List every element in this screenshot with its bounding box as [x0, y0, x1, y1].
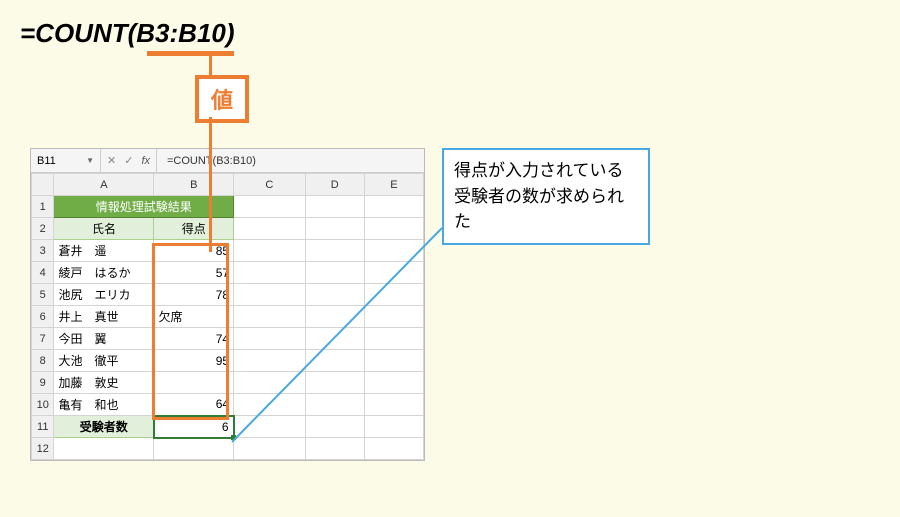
- row-header[interactable]: 2: [32, 218, 54, 240]
- cell-score[interactable]: 78: [154, 284, 234, 306]
- formula-bar-row: B11 ▼ ✕ ✓ fx =COUNT(B3:B10): [31, 149, 424, 173]
- cell[interactable]: [364, 306, 423, 328]
- cell-score[interactable]: 欠席: [154, 306, 234, 328]
- row-header[interactable]: 11: [32, 416, 54, 438]
- cell[interactable]: [305, 284, 364, 306]
- cell[interactable]: [234, 306, 305, 328]
- cell[interactable]: [364, 416, 423, 438]
- formula-bar-icons: ✕ ✓ fx: [101, 149, 157, 172]
- col-label-name[interactable]: 氏名: [54, 218, 154, 240]
- cell[interactable]: [364, 284, 423, 306]
- row-header[interactable]: 4: [32, 262, 54, 284]
- cell[interactable]: [305, 240, 364, 262]
- connector-line-top: [209, 55, 212, 76]
- name-box[interactable]: B11 ▼: [31, 149, 101, 172]
- cell-score[interactable]: 85: [154, 240, 234, 262]
- cell[interactable]: [305, 416, 364, 438]
- cell[interactable]: [234, 262, 305, 284]
- cell[interactable]: [305, 438, 364, 460]
- cell-name[interactable]: 綾戸 はるか: [54, 262, 154, 284]
- cell-score[interactable]: 64: [154, 394, 234, 416]
- col-header-a[interactable]: A: [54, 174, 154, 196]
- cell[interactable]: [234, 416, 305, 438]
- cell[interactable]: [364, 438, 423, 460]
- col-header-e[interactable]: E: [364, 174, 423, 196]
- cell[interactable]: [305, 218, 364, 240]
- fx-icon[interactable]: fx: [141, 155, 150, 167]
- cell[interactable]: [305, 350, 364, 372]
- row-header[interactable]: 1: [32, 196, 54, 218]
- row-header[interactable]: 7: [32, 328, 54, 350]
- row-header[interactable]: 9: [32, 372, 54, 394]
- formula-title: =COUNT(B3:B10): [20, 18, 235, 49]
- cell[interactable]: [364, 350, 423, 372]
- cell[interactable]: [305, 372, 364, 394]
- table-title[interactable]: 情報処理試験結果: [54, 196, 234, 218]
- name-box-value: B11: [37, 155, 56, 167]
- explanation-callout: 得点が入力されている受験者の数が求められた: [442, 148, 650, 245]
- col-label-score[interactable]: 得点: [154, 218, 234, 240]
- cell[interactable]: [364, 196, 423, 218]
- formula-bar-input[interactable]: =COUNT(B3:B10): [157, 155, 424, 167]
- row-header[interactable]: 12: [32, 438, 54, 460]
- col-header-c[interactable]: C: [234, 174, 305, 196]
- cell[interactable]: [54, 438, 154, 460]
- col-header-b[interactable]: B: [154, 174, 234, 196]
- cell-score[interactable]: [154, 372, 234, 394]
- cell[interactable]: [364, 262, 423, 284]
- row-header[interactable]: 3: [32, 240, 54, 262]
- cell[interactable]: [234, 218, 305, 240]
- cell-score[interactable]: 57: [154, 262, 234, 284]
- col-header-d[interactable]: D: [305, 174, 364, 196]
- cell[interactable]: [364, 218, 423, 240]
- cell[interactable]: [305, 196, 364, 218]
- cell-name[interactable]: 亀有 和也: [54, 394, 154, 416]
- cell[interactable]: [234, 284, 305, 306]
- cell-name[interactable]: 蒼井 遥: [54, 240, 154, 262]
- excel-window: B11 ▼ ✕ ✓ fx =COUNT(B3:B10) A B C D E 1 …: [30, 148, 425, 461]
- cell[interactable]: [234, 438, 305, 460]
- connector-line-bottom: [209, 117, 212, 252]
- cell-name[interactable]: 井上 真世: [54, 306, 154, 328]
- cell[interactable]: [234, 394, 305, 416]
- cell[interactable]: [305, 328, 364, 350]
- cell-name[interactable]: 加藤 敦史: [54, 372, 154, 394]
- cell[interactable]: [364, 240, 423, 262]
- cell[interactable]: [305, 306, 364, 328]
- name-box-dropdown-icon[interactable]: ▼: [86, 156, 94, 165]
- cell[interactable]: [234, 328, 305, 350]
- cell-name[interactable]: 大池 徹平: [54, 350, 154, 372]
- cell[interactable]: [234, 240, 305, 262]
- result-label[interactable]: 受験者数: [54, 416, 154, 438]
- row-header[interactable]: 6: [32, 306, 54, 328]
- cell[interactable]: [305, 262, 364, 284]
- cell[interactable]: [234, 372, 305, 394]
- row-header[interactable]: 8: [32, 350, 54, 372]
- cell-name[interactable]: 今田 翼: [54, 328, 154, 350]
- cell[interactable]: [364, 372, 423, 394]
- cell[interactable]: [305, 394, 364, 416]
- enter-icon[interactable]: ✓: [124, 154, 133, 167]
- cell[interactable]: [364, 328, 423, 350]
- cell-score[interactable]: 95: [154, 350, 234, 372]
- row-header[interactable]: 10: [32, 394, 54, 416]
- cell[interactable]: [364, 394, 423, 416]
- select-all-corner[interactable]: [32, 174, 54, 196]
- spreadsheet-grid[interactable]: A B C D E 1 情報処理試験結果 2 氏名 得点 3蒼井 遥854綾戸 …: [31, 173, 424, 460]
- cancel-icon[interactable]: ✕: [107, 154, 116, 167]
- row-header[interactable]: 5: [32, 284, 54, 306]
- cell[interactable]: [234, 350, 305, 372]
- value-label-box: 値: [195, 75, 249, 123]
- cell[interactable]: [154, 438, 234, 460]
- formula-underline: [147, 51, 234, 56]
- cell-name[interactable]: 池尻 エリカ: [54, 284, 154, 306]
- cell-score[interactable]: 74: [154, 328, 234, 350]
- cell[interactable]: [234, 196, 305, 218]
- result-cell[interactable]: 6: [154, 416, 234, 438]
